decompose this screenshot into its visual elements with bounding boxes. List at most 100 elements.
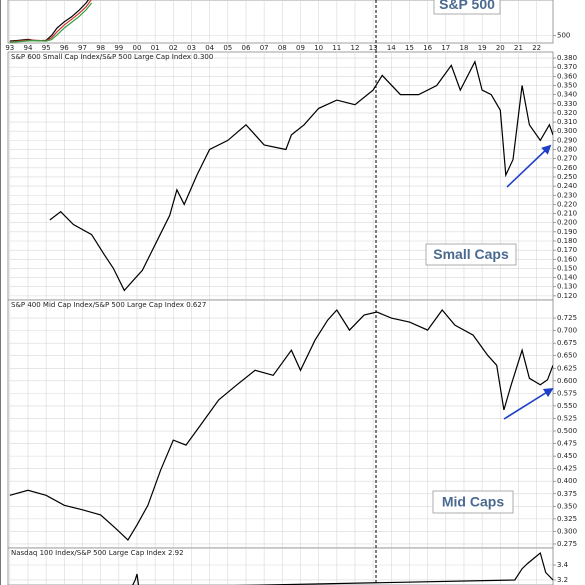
y-tick-label: 0.330 xyxy=(557,100,577,108)
series-line xyxy=(9,2,93,43)
x-tick-label: 17 xyxy=(441,44,450,52)
y-tick-label: 0.240 xyxy=(557,182,577,190)
x-tick-label: 02 xyxy=(169,44,178,52)
y-tick-label: 0.130 xyxy=(557,283,577,291)
x-tick-label: 22 xyxy=(532,44,541,52)
x-tick-label: 18 xyxy=(460,44,469,52)
y-tick-label: 0.325 xyxy=(557,515,577,523)
x-tick-label: 08 xyxy=(278,44,287,52)
y-tick-label: 0.650 xyxy=(557,352,577,360)
y-tick-label: 0.700 xyxy=(557,327,577,335)
series-line xyxy=(49,60,553,292)
x-tick-label: 95 xyxy=(42,44,51,52)
x-tick-label: 98 xyxy=(96,44,105,52)
series-line xyxy=(9,0,92,43)
series-line xyxy=(9,0,90,42)
y-tick-label: 0.190 xyxy=(557,228,577,236)
annotation: Mid Caps xyxy=(442,494,504,510)
x-tick-label: 14 xyxy=(387,44,396,52)
y-tick-label: 0.500 xyxy=(557,427,577,435)
y-tick-label: 0.310 xyxy=(557,118,577,126)
y-tick-label: 0.230 xyxy=(557,191,577,199)
x-tick-label: 15 xyxy=(405,44,414,52)
y-tick-label: 0.675 xyxy=(557,339,577,347)
x-tick-label: 99 xyxy=(114,44,123,52)
annotation: S&P 500 xyxy=(439,0,495,12)
y-tick-label: 0.625 xyxy=(557,364,577,372)
y-tick-label: 0.370 xyxy=(557,63,577,71)
y-tick-label: 0.350 xyxy=(557,81,577,89)
x-tick-label: 93 xyxy=(5,44,14,52)
y-tick-label: 0.600 xyxy=(557,377,577,385)
y-tick-label: 0.160 xyxy=(557,255,577,263)
x-tick-label: 19 xyxy=(478,44,487,52)
x-tick-label: 06 xyxy=(242,44,251,52)
x-tick-label: 09 xyxy=(296,44,305,52)
y-tick-label: 0.360 xyxy=(557,72,577,80)
series-line xyxy=(132,551,553,585)
x-tick-label: 03 xyxy=(187,44,196,52)
panel: 3.2 3.4 Nasdaq 100 Index/S&P 500 Large Cap… xyxy=(7,547,569,585)
y-tick-label: 0.525 xyxy=(557,414,577,422)
series-line xyxy=(9,309,553,541)
y-tick-label: 0.275 xyxy=(557,540,577,548)
annotation: Small Caps xyxy=(433,246,509,262)
y-tick-label: 0.575 xyxy=(557,389,577,397)
y-tick-label: 3.4 xyxy=(557,561,569,569)
y-tick-label: 0.380 xyxy=(557,54,577,62)
x-tick-label: 96 xyxy=(60,44,69,52)
panels: 500 S&P 500 93 94 95 96 97 98 99 00 01 02 03 04 05 06 07… xyxy=(5,0,577,585)
x-tick-label: 05 xyxy=(223,44,232,52)
y-tick-label: 0.475 xyxy=(557,440,577,448)
trend-arrow xyxy=(503,387,554,420)
y-tick-label: 0.550 xyxy=(557,402,577,410)
y-tick-label: 0.350 xyxy=(557,502,577,510)
y-tick-label: 0.400 xyxy=(557,477,577,485)
x-tick-label: 04 xyxy=(205,44,214,52)
y-tick-label: 0.300 xyxy=(557,127,577,135)
y-tick-label: 0.280 xyxy=(557,146,577,154)
trend-arrow xyxy=(506,144,552,188)
panel-label: S&P 600 Small Cap Index/S&P 500 Large Ca… xyxy=(11,53,213,61)
x-tick-label: 97 xyxy=(78,44,87,52)
panel-label: Nasdaq 100 Index/S&P 500 Large Cap Index… xyxy=(11,549,184,557)
x-tick-label: 01 xyxy=(151,44,160,52)
x-tick-label: 00 xyxy=(133,44,142,52)
y-tick-label: 0.725 xyxy=(557,314,577,322)
panel: 0.275 0.300 0.325 0.350 0.375 0.400 0.425 0.450… xyxy=(7,299,577,549)
y-tick-label: 0.270 xyxy=(557,155,577,163)
x-tick-label: 12 xyxy=(351,44,360,52)
y-tick-label: 0.210 xyxy=(557,210,577,218)
x-tick-label: 13 xyxy=(369,44,378,52)
y-tick-label: 0.250 xyxy=(557,173,577,181)
y-tick-label: 0.200 xyxy=(557,219,577,227)
plot-area xyxy=(7,547,554,585)
y-tick-label: 0.425 xyxy=(557,465,577,473)
y-tick-label: 0.320 xyxy=(557,109,577,117)
y-tick-label: 500 xyxy=(557,32,570,40)
x-tick-label: 21 xyxy=(514,44,523,52)
y-tick-label: 0.120 xyxy=(557,292,577,300)
y-tick-label: 0.140 xyxy=(557,274,577,282)
annotation-box xyxy=(432,490,514,514)
panel-label: S&P 400 Mid Cap Index/S&P 500 Large Cap … xyxy=(11,301,206,309)
y-tick-label: 0.150 xyxy=(557,264,577,272)
y-tick-label: 0.340 xyxy=(557,91,577,99)
y-tick-label: 0.375 xyxy=(557,490,577,498)
panel: 500 S&P 500 93 94 95 96 97 98 99 00 01 02 03 04 05 06 07… xyxy=(5,0,570,52)
x-tick-label: 10 xyxy=(314,44,323,52)
x-tick-label: 94 xyxy=(24,44,33,52)
y-tick-label: 0.300 xyxy=(557,527,577,535)
annotation-box xyxy=(425,243,517,266)
y-tick-label: 0.170 xyxy=(557,246,577,254)
y-tick-label: 3.2 xyxy=(557,576,568,584)
y-tick-label: 0.450 xyxy=(557,452,577,460)
y-tick-label: 0.260 xyxy=(557,164,577,172)
y-tick-label: 0.180 xyxy=(557,237,577,245)
x-tick-label: 11 xyxy=(332,44,341,52)
x-tick-label: 07 xyxy=(260,44,269,52)
y-tick-label: 0.220 xyxy=(557,200,577,208)
x-tick-label: 16 xyxy=(423,44,432,52)
